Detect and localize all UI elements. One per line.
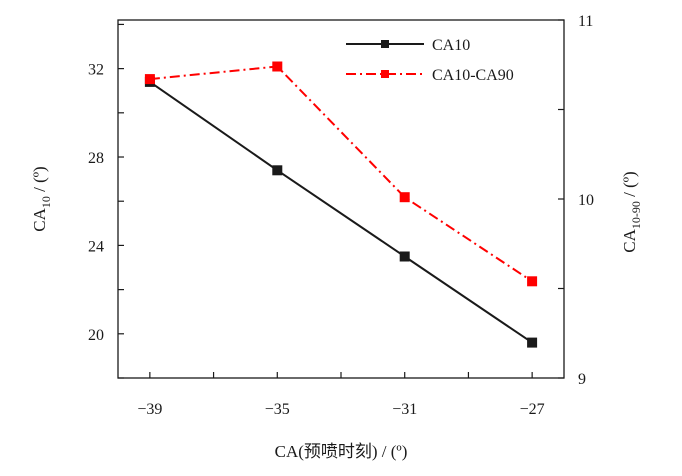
y-right-axis-label: CA10-90 / (º) xyxy=(620,171,643,252)
y-right-label-sub: 10-90 xyxy=(629,201,643,229)
x-tick-label: −27 xyxy=(520,401,545,418)
data-point-ca10 xyxy=(272,165,283,176)
y-left-tick-label: 32 xyxy=(88,62,104,79)
y-left-tick-label: 28 xyxy=(88,150,104,167)
y-left-tick-label: 24 xyxy=(88,238,104,255)
x-tick-label: −39 xyxy=(137,401,162,418)
legend-marker-ca10-ca90 xyxy=(381,70,389,78)
y-right-tick-label: 10 xyxy=(578,192,594,209)
data-point-ca10-ca90 xyxy=(144,74,155,85)
data-point-ca10 xyxy=(527,337,538,348)
y-right-label-unit: / (º) xyxy=(620,171,639,201)
legend-label-ca10-ca90: CA10-CA90 xyxy=(432,67,514,84)
y-right-label-main: CA xyxy=(620,228,639,252)
y-right-tick-label: 11 xyxy=(578,13,593,30)
series-line-ca10 xyxy=(149,81,533,344)
y-left-label-unit: / (º) xyxy=(30,166,49,196)
y-left-label-sub: 10 xyxy=(39,196,53,208)
y-left-axis-ticks: 20 24 28 32 xyxy=(88,23,124,379)
x-axis-ticks: −39 −35 −31 −27 xyxy=(137,372,545,418)
y-left-axis-label: CA10 / (º) xyxy=(30,166,53,231)
series-line-ca10-ca90 xyxy=(149,65,533,283)
y-right-axis-ticks: 9 10 11 xyxy=(558,13,594,388)
data-point-ca10 xyxy=(399,251,410,262)
x-tick-label: −35 xyxy=(265,401,290,418)
legend-label-ca10: CA10 xyxy=(432,37,470,54)
y-left-label-main: CA xyxy=(30,207,49,231)
series-layer xyxy=(144,61,538,348)
legend-marker-ca10 xyxy=(381,40,389,48)
y-left-tick-label: 20 xyxy=(88,327,104,344)
x-axis-label: CA(预喷时刻) / (º) xyxy=(275,442,408,461)
x-tick-label: −31 xyxy=(392,401,417,418)
data-point-ca10-ca90 xyxy=(272,61,283,72)
data-point-ca10-ca90 xyxy=(527,276,538,287)
data-point-ca10-ca90 xyxy=(399,192,410,203)
y-right-tick-label: 9 xyxy=(578,371,586,388)
legend: CA10 CA10-CA90 xyxy=(346,37,514,84)
